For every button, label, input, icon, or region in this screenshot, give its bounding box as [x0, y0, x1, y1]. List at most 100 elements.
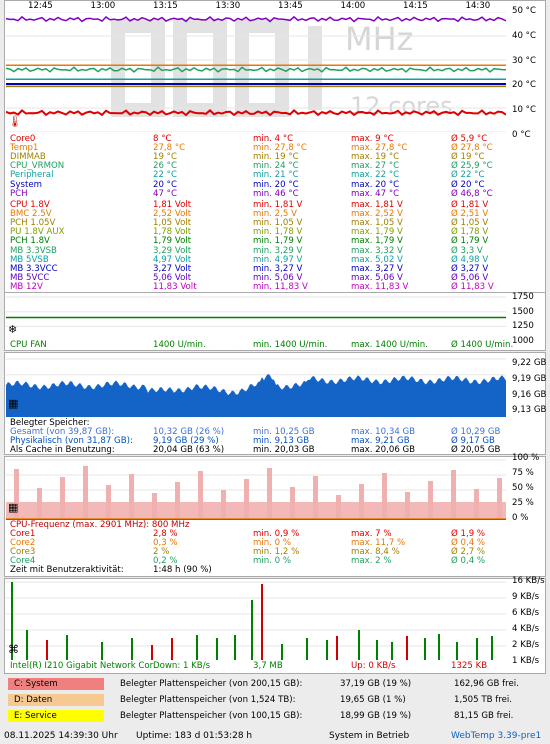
- network-bar: [46, 640, 48, 660]
- cell-min: min. 3,29 V: [253, 245, 303, 256]
- cell-min: min. 21 °C: [253, 170, 299, 181]
- network-bar: [456, 642, 458, 660]
- cell-name: DIMMAB: [10, 152, 46, 163]
- cpu-load-spike: [382, 473, 387, 520]
- cell-name: Core4: [10, 556, 36, 567]
- cell-cur: 0,3 %: [153, 538, 178, 549]
- axis-tick-label: 1500: [512, 306, 534, 317]
- network-bar: [336, 636, 338, 660]
- cell-max: max. 22 °C: [351, 170, 400, 181]
- network-bar: [196, 635, 198, 660]
- drive-label[interactable]: C: System: [8, 678, 104, 690]
- cell-name: PCH: [10, 188, 28, 199]
- cell-min: min. 20 °C: [253, 179, 299, 190]
- cell-min: min. 24 °C: [253, 161, 299, 172]
- axis-tick-label: 20 °C: [512, 80, 536, 91]
- cell-avg: Ø 1,05 V: [451, 218, 489, 229]
- cell-cur: 5,06 Volt: [153, 272, 192, 283]
- network-bar: [424, 638, 426, 660]
- cpu-load-spike: [497, 478, 502, 520]
- cell-min: min. 27,8 °C: [253, 143, 307, 154]
- cell-max: max. 3,32 V: [351, 245, 403, 256]
- drive-row: E: Service Belegter Plattenspeicher (von …: [4, 709, 546, 723]
- axis-tick-label: 6 KB/s: [512, 608, 540, 618]
- cell-cur: 1,79 Volt: [153, 236, 192, 247]
- drive-label[interactable]: E: Service: [8, 710, 104, 722]
- cell-avg: Ø 20 °C: [451, 179, 485, 190]
- axis-tick-label: 1 KB/s: [512, 656, 540, 666]
- cell-avg: Ø 4,98 V: [451, 254, 489, 265]
- cell-cur: 4,97 Volt: [153, 254, 192, 265]
- axis-tick-label: 9,13 GB: [512, 405, 547, 416]
- axis-tick-label: 40 °C: [512, 30, 536, 41]
- time-tick-label: 14:00: [340, 1, 366, 11]
- cell-cur: 20,04 GB (63 %): [153, 445, 225, 456]
- cpu-load-spike: [290, 487, 295, 520]
- cpu-load-spike: [198, 471, 203, 520]
- cpu-load-spike: [428, 481, 433, 520]
- cell-max: max. 20 °C: [351, 179, 400, 190]
- cell-max: max. 11,7 %: [351, 538, 406, 549]
- cell-cur: 1,81 Volt: [153, 200, 192, 210]
- axis-tick-label: 1750: [512, 292, 534, 302]
- cpu-load-spike: [83, 466, 88, 520]
- cell-avg: Ø 5,06 V: [451, 272, 489, 283]
- cell-max: max. 1,81 V: [351, 200, 403, 210]
- fan-max: max. 1400 U/min.: [351, 340, 428, 350]
- network-bar: [261, 584, 263, 660]
- status-bar: 08.11.2025 14:39:30 Uhr Uptime: 183 d 01…: [0, 729, 550, 744]
- drive-label[interactable]: D: Daten: [8, 694, 104, 706]
- axis-tick-label: 100 %: [512, 453, 540, 463]
- cell-name: Core1: [10, 529, 36, 539]
- cell-min: min. 5,06 V: [253, 272, 303, 283]
- fan-panel: [4, 292, 546, 351]
- cell-min: min. 20,03 GB: [253, 445, 315, 456]
- cell-avg: Ø 3,27 V: [451, 263, 489, 274]
- cell-name: CPU 1.8V: [10, 200, 50, 210]
- cpu-load-spike: [244, 479, 249, 520]
- cell-max: max. 3,27 V: [351, 263, 403, 274]
- network-bar: [151, 645, 153, 660]
- cell-name: Core0: [10, 134, 36, 144]
- cell-min: min. 46 °C: [253, 188, 299, 199]
- network-adapter: Intel(R) I210 Gigabit Network Cor: [10, 661, 154, 671]
- network-bar: [66, 635, 68, 660]
- cell-avg: Ø 1,81 V: [451, 200, 489, 210]
- network-bar: [391, 642, 393, 660]
- cpu-load-spike: [474, 489, 479, 520]
- cell-max: max. 27,8 °C: [351, 143, 408, 154]
- cpu-load-spike: [451, 470, 456, 520]
- axis-tick-label: 50 °C: [512, 6, 536, 16]
- cell-avg: Ø 1,79 V: [451, 236, 489, 247]
- cell-avg: Ø 0,4 %: [451, 556, 486, 567]
- cell-avg: Ø 0,4 %: [451, 538, 486, 549]
- cell-min: min. 0,9 %: [253, 529, 300, 539]
- drive-row: C: System Belegter Plattenspeicher (von 2…: [4, 677, 546, 691]
- cpu-load-spike: [405, 492, 410, 520]
- memory-title: Belegter Speicher:: [10, 418, 90, 428]
- axis-tick-label: 1250: [512, 321, 534, 332]
- network-bar: [281, 644, 283, 660]
- axis-tick-label: 4 KB/s: [512, 624, 540, 634]
- fan-chart: [6, 296, 506, 327]
- cell-name: Temp1: [10, 143, 39, 154]
- cell-max: max. 5,02 V: [351, 254, 403, 265]
- network-bar: [358, 630, 360, 660]
- app-version-link[interactable]: WebTemp 3.39-pre1: [451, 731, 542, 741]
- drive-desc: Belegter Plattenspeicher (von 200,15 GB)…: [120, 679, 303, 689]
- network-bar: [131, 638, 133, 660]
- axis-tick-label: 0 °C: [512, 130, 531, 140]
- cell-avg: Ø 9,17 GB: [451, 436, 495, 447]
- cell-avg: Ø 19 °C: [451, 152, 485, 163]
- cell-cur: 19 °C: [153, 152, 177, 163]
- cell-max: max. 1,05 V: [351, 218, 403, 229]
- axis-tick-label: 30 °C: [512, 55, 536, 66]
- cell-cur: 27,8 °C: [153, 143, 186, 154]
- axis-tick-label: 9 KB/s: [512, 592, 540, 602]
- cell-avg: Ø 27,8 °C: [451, 143, 493, 154]
- cell-min: min. 4 °C: [253, 134, 294, 144]
- cell-cur: 3,27 Volt: [153, 263, 192, 274]
- cell-name: MB 5VSB: [10, 254, 49, 265]
- cell-min: min. 11,83 V: [253, 281, 308, 292]
- network-bar: [26, 630, 28, 660]
